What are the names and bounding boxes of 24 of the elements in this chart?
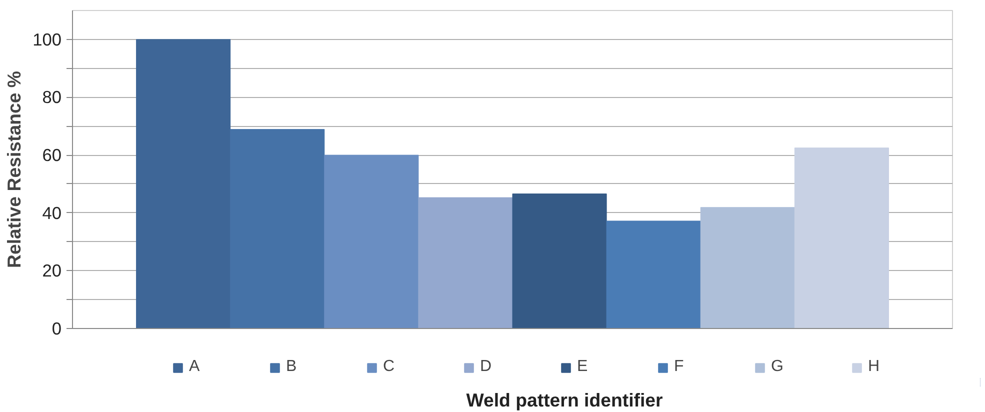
y-tick-label: 0	[52, 318, 62, 338]
y-tick-label: 80	[42, 87, 62, 108]
legend-label: H	[868, 358, 881, 376]
legend-label: A	[189, 358, 201, 376]
y-axis-title: Relative Resistance %	[4, 70, 25, 268]
bar	[700, 207, 795, 328]
legend-label: E	[577, 358, 589, 376]
bar	[324, 154, 419, 328]
bar	[606, 220, 701, 328]
bar	[418, 197, 513, 328]
legend-label: F	[674, 358, 685, 376]
legend-label: B	[286, 358, 298, 376]
y-tick-label: 20	[42, 260, 62, 281]
y-tick-label: 40	[42, 202, 62, 223]
legend-label: G	[771, 358, 784, 376]
x-axis-title: Weld pattern identifier	[466, 390, 663, 410]
bar	[136, 39, 231, 328]
bar	[794, 148, 889, 328]
y-tick-label: 60	[42, 145, 62, 166]
bar	[230, 129, 325, 328]
y-tick-label: 100	[32, 29, 62, 50]
bar	[512, 194, 607, 328]
legend-label: D	[480, 358, 493, 376]
legend-label: C	[383, 358, 396, 376]
